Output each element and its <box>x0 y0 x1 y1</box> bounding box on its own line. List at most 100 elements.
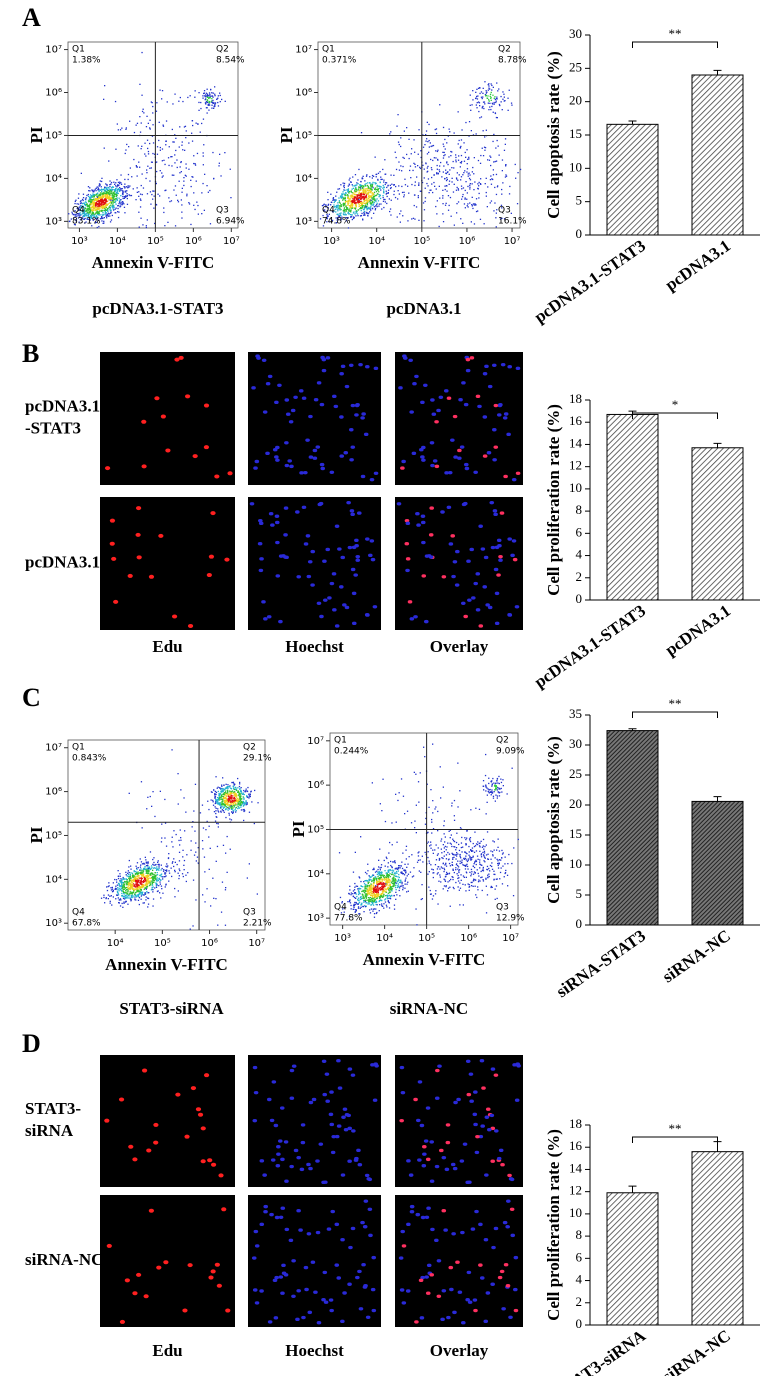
event <box>173 189 174 190</box>
event <box>388 885 389 886</box>
event <box>414 219 415 220</box>
event <box>367 880 368 881</box>
event <box>218 787 219 788</box>
event <box>163 160 164 161</box>
event <box>137 862 138 863</box>
event <box>398 880 399 881</box>
event <box>228 794 229 795</box>
event <box>406 867 407 868</box>
event <box>380 198 381 199</box>
event <box>243 805 244 806</box>
event <box>204 871 205 872</box>
x-tick-label: 10⁷ <box>248 938 265 949</box>
event <box>349 210 350 211</box>
event <box>198 214 199 215</box>
event <box>223 845 224 846</box>
event <box>225 889 226 890</box>
event <box>194 209 195 210</box>
event <box>230 788 231 789</box>
event <box>472 205 473 206</box>
event <box>128 890 129 891</box>
event <box>365 200 366 201</box>
event <box>224 801 225 802</box>
event <box>359 888 360 889</box>
event <box>105 200 106 201</box>
event <box>151 167 152 168</box>
event <box>108 898 109 899</box>
event <box>220 799 221 800</box>
event <box>205 94 206 95</box>
event <box>457 180 458 181</box>
x-tick-label: 10⁵ <box>413 236 430 247</box>
event <box>136 869 137 870</box>
event <box>162 160 163 161</box>
event <box>436 213 437 214</box>
event <box>218 165 219 166</box>
event <box>107 204 108 205</box>
event <box>369 182 370 183</box>
event <box>152 878 153 879</box>
event <box>374 206 375 207</box>
event <box>130 167 131 168</box>
event <box>119 206 120 207</box>
event <box>118 897 119 898</box>
event <box>360 215 361 216</box>
event <box>146 896 147 897</box>
event <box>373 885 374 886</box>
event <box>193 155 194 156</box>
event <box>386 880 387 881</box>
event <box>138 877 139 878</box>
event <box>195 852 196 853</box>
event <box>358 900 359 901</box>
event <box>120 188 121 189</box>
event <box>211 92 212 93</box>
event <box>345 195 346 196</box>
quadrant-name: Q3 <box>498 206 511 216</box>
event <box>207 89 208 90</box>
event <box>159 875 160 876</box>
event <box>461 155 462 156</box>
event <box>126 884 127 885</box>
event <box>208 192 209 193</box>
event <box>382 893 383 894</box>
event <box>144 889 145 890</box>
event <box>218 804 219 805</box>
event <box>346 210 347 211</box>
event <box>179 852 180 853</box>
event <box>479 193 480 194</box>
quadrant-percent: 1.38% <box>72 56 101 66</box>
event <box>165 866 166 867</box>
event <box>119 183 120 184</box>
event <box>376 191 377 192</box>
event <box>93 209 94 210</box>
event <box>138 191 139 192</box>
event <box>390 865 391 866</box>
event <box>385 889 386 890</box>
event <box>209 92 210 93</box>
event <box>490 179 491 180</box>
event <box>363 196 364 197</box>
event <box>339 207 340 208</box>
event <box>229 794 230 795</box>
event <box>111 203 112 204</box>
event <box>110 887 111 888</box>
event <box>449 169 450 170</box>
event <box>436 172 437 173</box>
event <box>402 889 403 890</box>
event <box>211 100 212 101</box>
event <box>146 808 147 809</box>
event <box>143 886 144 887</box>
event <box>106 197 107 198</box>
event <box>210 97 211 98</box>
event <box>162 177 163 178</box>
event <box>362 898 363 899</box>
event <box>487 206 488 207</box>
event <box>382 881 383 882</box>
event <box>420 168 421 169</box>
event <box>417 165 418 166</box>
event <box>388 889 389 890</box>
event <box>216 99 217 100</box>
event <box>461 139 462 140</box>
event <box>155 878 156 879</box>
event <box>424 209 425 210</box>
